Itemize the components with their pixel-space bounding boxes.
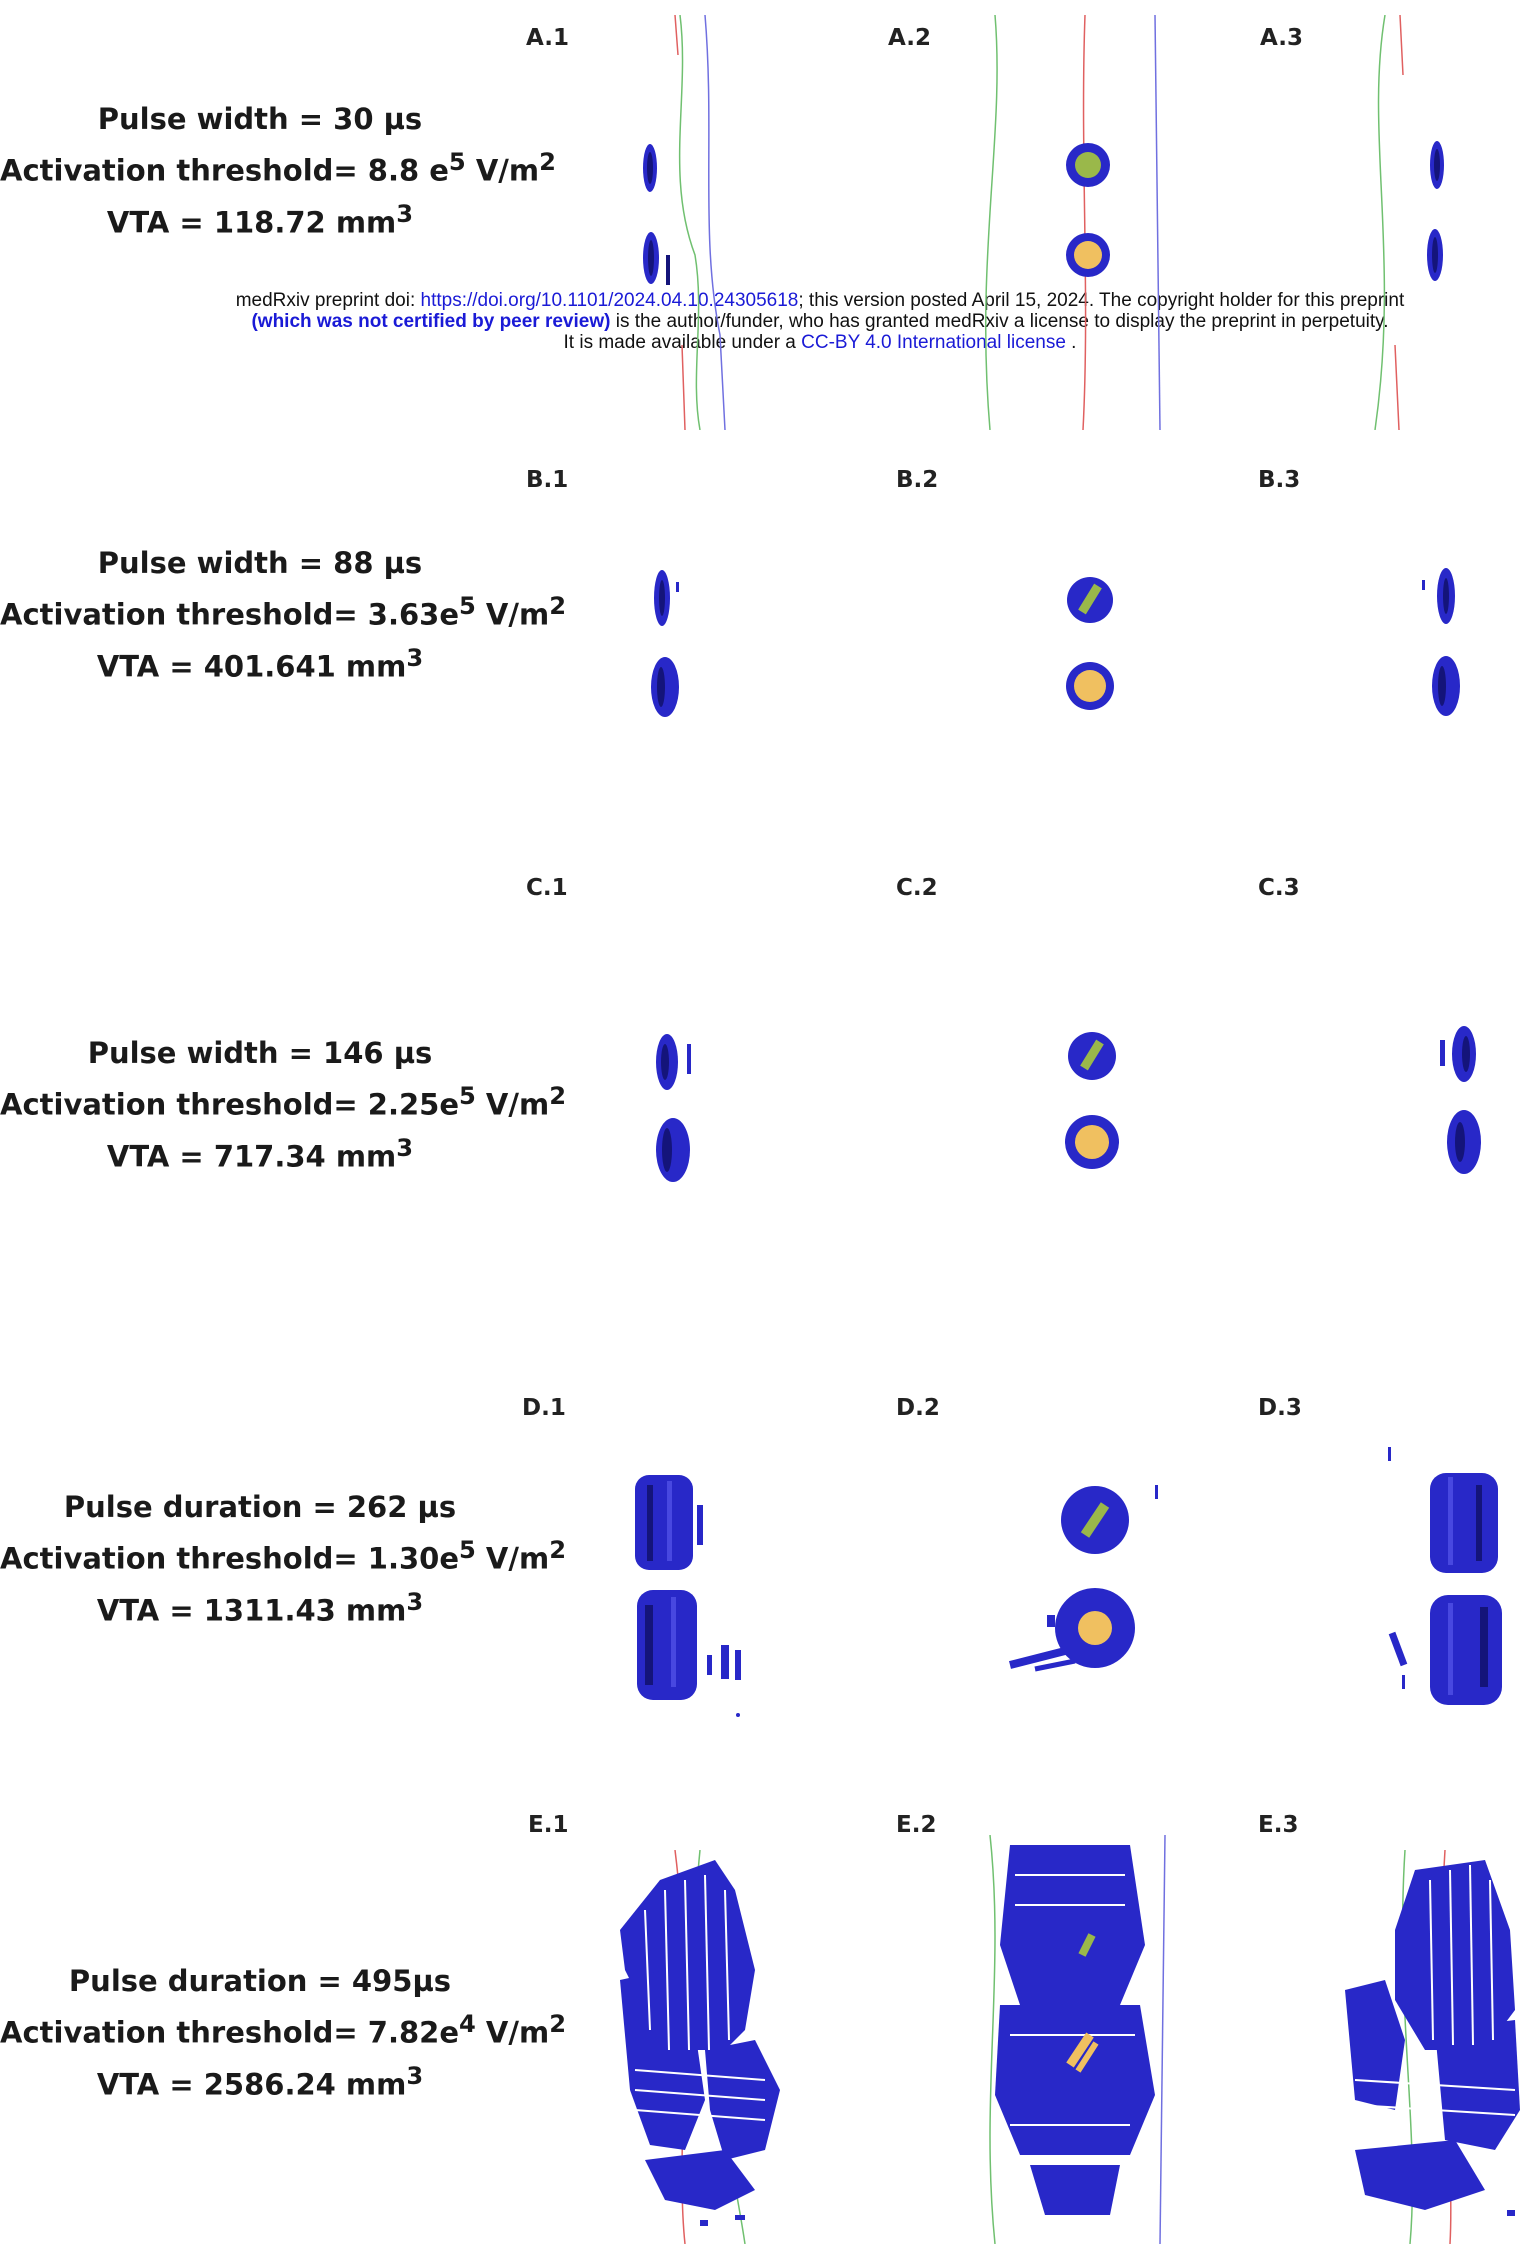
row-b-caption: Pulse width = 88 µs Activation threshold… xyxy=(0,542,566,688)
panel-e1 xyxy=(605,1850,815,2244)
panel-b2 xyxy=(1060,560,1130,730)
vta-volume-icon xyxy=(1422,568,1460,716)
notice-prefix: medRxiv preprint doi: xyxy=(235,290,421,311)
panel-c1 xyxy=(645,1020,715,1190)
panel-e3 xyxy=(1335,1850,1525,2244)
panel-label: A.3 xyxy=(1260,25,1303,51)
panel-a1 xyxy=(620,15,760,430)
pulse-width-text: Pulse width = 88 µs xyxy=(97,546,423,580)
panel-a2 xyxy=(955,15,1165,430)
electrode-contact-icon xyxy=(1066,577,1114,710)
panel-d2 xyxy=(1005,1465,1190,1715)
activation-threshold-text: Activation threshold= 7.82e4 V/m2 xyxy=(0,2010,566,2050)
panel-label: B.1 xyxy=(526,467,569,493)
vta-volume-icon xyxy=(1440,1026,1481,1174)
vta-volume-icon xyxy=(643,144,670,285)
electrode-contact-icon xyxy=(1065,1032,1119,1169)
vta-volume-icon xyxy=(1427,141,1444,281)
panel-label: A.1 xyxy=(526,25,569,51)
activation-threshold-text: Activation threshold= 1.30e5 V/m2 xyxy=(0,1536,566,1576)
doi-link[interactable]: https://doi.org/10.1101/2024.04.10.24305… xyxy=(420,290,799,311)
peer-review-note[interactable]: (which was not certified by peer review) xyxy=(251,311,611,332)
pulse-duration-text: Pulse duration = 495µs xyxy=(68,1964,452,1998)
vta-text: VTA = 401.641 mm3 xyxy=(96,643,424,684)
panel-label: E.3 xyxy=(1258,1812,1299,1838)
row-a-caption: Pulse width = 30 µs Activation threshold… xyxy=(0,98,556,244)
activation-threshold-text: Activation threshold= 3.63e5 V/m2 xyxy=(0,592,566,632)
panel-a3 xyxy=(1355,15,1465,430)
panel-label: D.2 xyxy=(896,1395,940,1421)
license-link[interactable]: CC-BY 4.0 International license xyxy=(801,332,1066,353)
panel-label: C.3 xyxy=(1258,875,1300,901)
panel-c3 xyxy=(1430,1020,1490,1190)
vta-text: VTA = 2586.24 mm3 xyxy=(96,2061,424,2102)
panel-b3 xyxy=(1410,560,1470,730)
panel-c2 xyxy=(1060,1020,1130,1190)
vta-volume-icon xyxy=(656,1034,691,1182)
panel-label: A.2 xyxy=(888,25,931,51)
vta-volume-icon xyxy=(1388,1447,1502,1705)
pulse-duration-text: Pulse duration = 262 µs xyxy=(63,1490,457,1524)
activation-threshold-text: Activation threshold= 8.8 e5 V/m2 xyxy=(0,148,556,188)
vta-volume-icon xyxy=(651,570,679,717)
panel-label: C.2 xyxy=(896,875,938,901)
panel-label: C.1 xyxy=(526,875,568,901)
row-d-caption: Pulse duration = 262 µs Activation thres… xyxy=(0,1486,566,1632)
electrode-contact-icon xyxy=(1009,1485,1158,1672)
pulse-width-text: Pulse width = 146 µs xyxy=(87,1036,433,1070)
row-c-caption: Pulse width = 146 µs Activation threshol… xyxy=(0,1032,566,1178)
panel-label: B.2 xyxy=(896,467,939,493)
row-e-caption: Pulse duration = 495µs Activation thresh… xyxy=(0,1960,566,2106)
notice-suffix: ; this version posted April 15, 2024. Th… xyxy=(798,290,1405,311)
license-prefix: It is made available under a xyxy=(563,332,802,353)
vta-text: VTA = 118.72 mm3 xyxy=(106,199,414,240)
license-suffix: . xyxy=(1065,332,1077,353)
panel-b1 xyxy=(640,560,700,730)
panel-label: D.3 xyxy=(1258,1395,1302,1421)
panel-label: E.2 xyxy=(896,1812,937,1838)
panel-d3 xyxy=(1380,1445,1510,1710)
vta-volume-icon xyxy=(1345,1860,1520,2216)
vta-text: VTA = 717.34 mm3 xyxy=(106,1133,414,1174)
panel-label: D.1 xyxy=(522,1395,566,1421)
panel-label: B.3 xyxy=(1258,467,1301,493)
license-statement: is the author/funder, who has granted me… xyxy=(610,311,1389,332)
panel-d1 xyxy=(625,1465,785,1725)
pulse-width-text: Pulse width = 30 µs xyxy=(97,102,423,136)
panel-label: E.1 xyxy=(528,1812,569,1838)
vta-volume-icon xyxy=(620,1860,780,2226)
vta-volume-icon xyxy=(635,1475,741,1717)
activation-threshold-text: Activation threshold= 2.25e5 V/m2 xyxy=(0,1082,566,1122)
electrode-contact-icon xyxy=(995,1845,1155,2215)
vta-text: VTA = 1311.43 mm3 xyxy=(96,1587,424,1628)
electrode-contact-icon xyxy=(1066,143,1110,277)
panel-e2 xyxy=(960,1835,1180,2244)
preprint-notice: medRxiv preprint doi: https://doi.org/10… xyxy=(0,290,1530,353)
